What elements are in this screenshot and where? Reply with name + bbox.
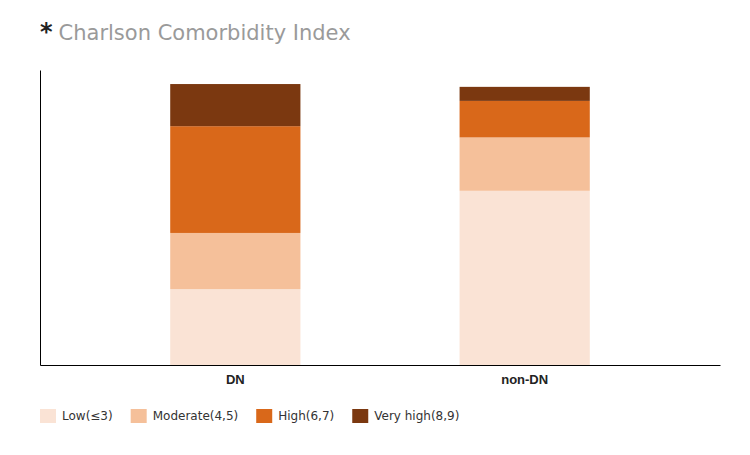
bar-segment [170,233,300,289]
y-axis-line [40,71,41,366]
legend-swatch [256,409,272,423]
x-tick-label: non-DN [501,372,548,387]
legend-swatch [40,409,56,423]
legend-item: Moderate(4,5) [131,409,239,423]
bars [170,84,590,365]
x-axis: DN non-DN [41,366,721,388]
x-axis-line [41,365,721,366]
legend-label: High(6,7) [278,409,334,423]
plot: DN non-DN [41,71,721,388]
title: Charlson Comorbidity Index [59,21,351,45]
legend-swatch [352,409,368,423]
legend-swatch [131,409,147,423]
x-tick-label: DN [226,372,245,387]
x-tick: non-DN [501,372,548,387]
bar-segment [460,191,590,365]
chart: *Charlson Comorbidity Index DN non-DN Low(≤… [0,0,750,455]
bar-segment [460,87,590,101]
title-annotation: * [40,18,53,46]
legend-label: Very high(8,9) [374,409,459,423]
title-group: *Charlson Comorbidity Index [40,18,351,46]
legend-item: Very high(8,9) [352,409,459,423]
bar-segment [170,289,300,365]
legend-label: Moderate(4,5) [153,409,239,423]
x-tick: DN [226,372,245,387]
y-axis [40,71,41,366]
bar-segment [170,126,300,233]
bar-segment [460,137,590,190]
legend-label: Low(≤3) [62,409,113,423]
legend-item: Low(≤3) [40,409,113,423]
bar-segment [170,84,300,126]
bar-segment [460,101,590,138]
legend-item: High(6,7) [256,409,334,423]
series [170,84,590,126]
legend: Low(≤3) Moderate(4,5) High(6,7) Very high(8… [40,409,459,423]
